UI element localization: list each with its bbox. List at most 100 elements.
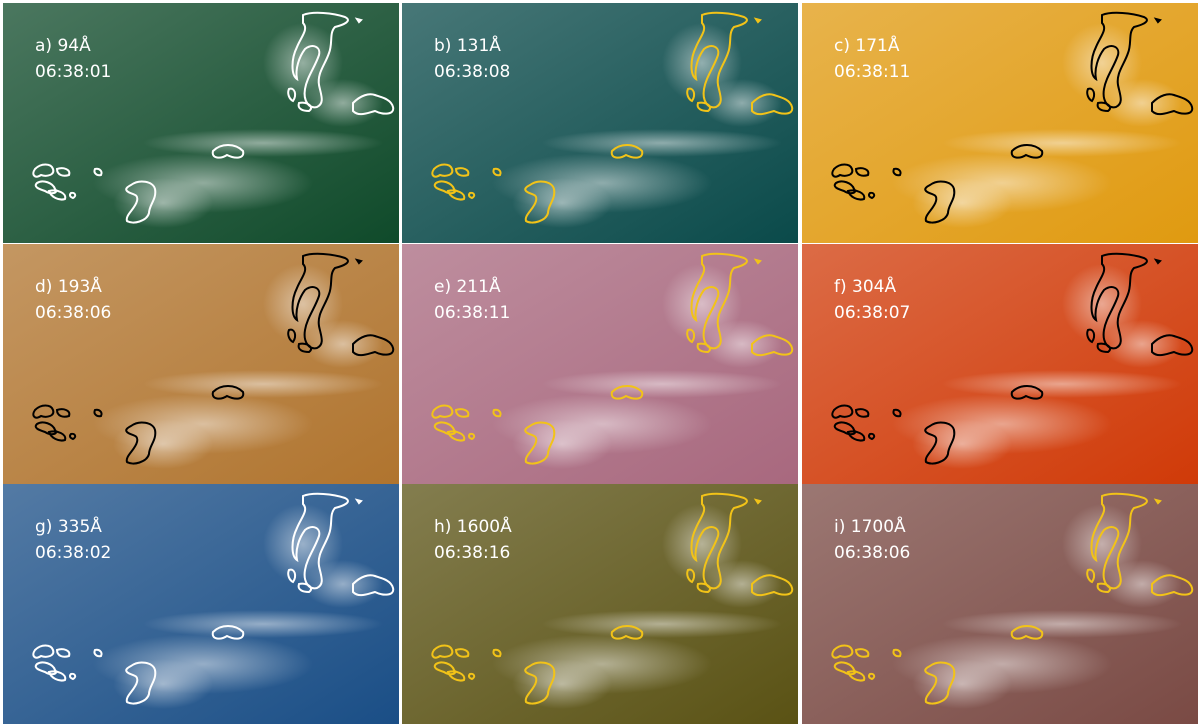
contour <box>846 430 866 442</box>
contour <box>32 644 55 659</box>
contour <box>431 163 454 178</box>
bright-region <box>542 610 782 638</box>
panel: c) 171Å 06:38:11 <box>802 3 1198 243</box>
contour <box>467 191 476 200</box>
contour <box>492 648 502 658</box>
contour <box>291 11 349 109</box>
contour <box>47 430 67 442</box>
panel-label: i) 1700Å <box>834 515 906 537</box>
contour <box>1086 87 1096 103</box>
contour <box>846 670 866 682</box>
contour <box>446 189 466 201</box>
contour <box>690 252 748 350</box>
bright-region <box>143 370 383 398</box>
panel-label: h) 1600Å <box>434 515 512 537</box>
contour <box>892 408 902 418</box>
contour <box>433 180 456 195</box>
contour <box>1096 342 1112 354</box>
contour <box>211 385 245 400</box>
contour <box>1090 492 1148 590</box>
bright-region <box>662 23 742 103</box>
contour <box>1086 568 1096 584</box>
contour <box>297 101 313 113</box>
contour <box>831 644 854 659</box>
contour <box>125 180 157 224</box>
contour <box>354 258 363 265</box>
panel-time: 06:38:11 <box>434 303 510 323</box>
contour <box>446 670 466 682</box>
panel-time: 06:38:11 <box>834 62 910 82</box>
contour <box>467 432 476 441</box>
contour <box>610 625 644 640</box>
bright-region <box>1062 264 1142 344</box>
bright-region <box>942 129 1182 157</box>
contour <box>924 180 956 224</box>
contour <box>47 189 67 201</box>
panel: h) 1600Å 06:38:16 <box>402 484 798 724</box>
contour <box>125 421 157 465</box>
bright-region <box>512 178 612 228</box>
panel: a) 94Å 06:38:01 <box>3 3 399 243</box>
contour <box>68 432 77 441</box>
panel-label: b) 131Å <box>434 34 501 56</box>
contour <box>125 661 157 705</box>
contour <box>32 163 55 178</box>
contour <box>68 191 77 200</box>
contour <box>1153 498 1162 505</box>
contour <box>291 492 349 590</box>
contour <box>431 644 454 659</box>
contour <box>32 404 55 419</box>
contour <box>1086 328 1096 344</box>
bright-region <box>912 659 1012 709</box>
contour <box>34 661 57 676</box>
bright-region <box>942 610 1182 638</box>
contour <box>1096 582 1112 594</box>
contour <box>833 661 856 676</box>
contour <box>55 167 71 177</box>
contour <box>1153 17 1162 24</box>
contour <box>1151 574 1194 597</box>
contour <box>753 17 762 24</box>
bright-region <box>662 264 742 344</box>
bright-region <box>542 370 782 398</box>
contour <box>55 648 71 658</box>
contour <box>454 648 470 658</box>
contour <box>93 408 103 418</box>
contour <box>93 648 103 658</box>
bright-region <box>263 23 343 103</box>
contour <box>297 582 313 594</box>
bright-region <box>912 419 1012 469</box>
contour <box>892 167 902 177</box>
contour <box>924 661 956 705</box>
contour <box>610 385 644 400</box>
panel-image <box>802 484 1198 724</box>
bright-region <box>1062 504 1142 584</box>
bright-region <box>942 370 1182 398</box>
contour <box>751 574 794 597</box>
panel-image <box>3 484 399 724</box>
bright-region <box>263 504 343 584</box>
contour <box>1010 625 1044 640</box>
bright-region <box>1062 23 1142 103</box>
panel-label: g) 335Å <box>35 515 102 537</box>
panel-image <box>3 3 399 243</box>
contour <box>1153 258 1162 265</box>
contour <box>833 180 856 195</box>
contour <box>924 421 956 465</box>
contour <box>492 167 502 177</box>
bright-region <box>512 419 612 469</box>
contour <box>524 661 556 705</box>
contour <box>287 328 297 344</box>
contour <box>690 492 748 590</box>
panel-image <box>402 484 798 724</box>
panel: e) 211Å 06:38:11 <box>402 244 798 484</box>
contour <box>524 421 556 465</box>
contour <box>696 342 712 354</box>
panel-time: 06:38:01 <box>35 62 111 82</box>
bright-region <box>143 129 383 157</box>
contour <box>433 661 456 676</box>
bright-region <box>912 178 1012 228</box>
contour <box>352 574 395 597</box>
panel-image <box>402 3 798 243</box>
panel-image <box>802 244 1198 484</box>
